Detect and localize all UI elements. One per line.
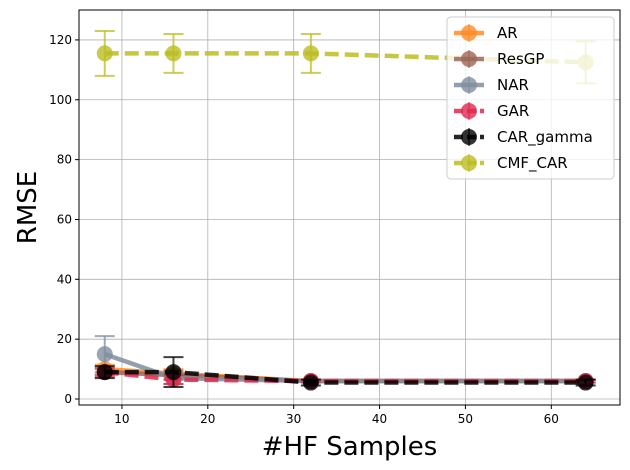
data-point-nar [96, 346, 113, 363]
y-tick-label: 120 [49, 33, 72, 47]
legend-marker [461, 155, 477, 171]
series-line-car-gamma [104, 369, 586, 385]
y-tick-label: 40 [57, 272, 72, 286]
x-tick-label: 20 [200, 412, 215, 426]
data-point-cmf-car [165, 45, 182, 62]
series-layer [94, 29, 596, 391]
legend-marker [461, 129, 477, 145]
legend-label: CMF_CAR [497, 154, 568, 173]
plot-frame [78, 9, 621, 406]
y-tick-label: 60 [57, 212, 72, 226]
legend-label: CAR_gamma [497, 128, 593, 147]
x-tick-label: 40 [372, 412, 387, 426]
data-point-car-gamma [302, 374, 319, 391]
legend-item: ResGP [454, 50, 544, 68]
legend-marker [461, 25, 477, 41]
legend-marker [461, 77, 477, 93]
legend-marker [461, 51, 477, 67]
y-tick-label: 100 [49, 93, 72, 107]
x-tick-label: 60 [544, 412, 559, 426]
legend-item: CAR_gamma [454, 128, 593, 147]
legend: AR ResGP NAR GAR CAR_gamma CMF_CAR [446, 16, 615, 180]
data-point-cmf-car [302, 45, 319, 62]
series-car-gamma [94, 356, 596, 391]
legend-marker [461, 103, 477, 119]
legend-label: AR [497, 24, 518, 42]
y-axis-title: RMSE [13, 171, 43, 244]
x-tick-label: 50 [458, 412, 473, 426]
legend-box [446, 16, 615, 180]
legend-label: GAR [497, 102, 529, 120]
y-tick-label: 20 [57, 332, 72, 346]
x-axis-title: #HF Samples [262, 432, 438, 462]
data-point-car-gamma [96, 364, 113, 381]
legend-item: AR [454, 24, 518, 42]
legend-item: NAR [454, 76, 529, 94]
data-point-car-gamma [165, 364, 182, 381]
data-point-cmf-car [96, 45, 113, 62]
ticks: 10 20 30 40 50 60 0 20 40 60 80 100 120 [49, 33, 559, 426]
x-tick-label: 10 [114, 412, 129, 426]
x-tick-label: 30 [286, 412, 301, 426]
data-point-car-gamma [577, 374, 594, 391]
legend-label: NAR [497, 76, 529, 94]
legend-item: GAR [454, 102, 529, 120]
legend-label: ResGP [497, 50, 544, 68]
y-tick-label: 80 [57, 153, 72, 167]
legend-item: CMF_CAR [454, 154, 568, 173]
y-tick-label: 0 [64, 392, 72, 406]
